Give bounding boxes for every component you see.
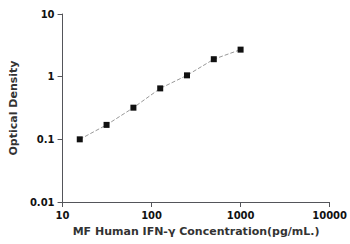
svg-text:1: 1 (48, 71, 55, 82)
svg-text:1000: 1000 (227, 210, 255, 221)
svg-text:10000: 10000 (312, 210, 347, 221)
svg-text:0.1: 0.1 (37, 134, 55, 145)
svg-text:100: 100 (141, 210, 162, 221)
svg-text:0.01: 0.01 (30, 197, 55, 208)
svg-text:MF Human IFN-γ Concentration(p: MF Human IFN-γ Concentration(pg/mL.) (73, 225, 320, 238)
svg-text:10: 10 (41, 9, 55, 20)
svg-text:10: 10 (56, 210, 70, 221)
svg-text:Optical Density: Optical Density (7, 61, 20, 156)
